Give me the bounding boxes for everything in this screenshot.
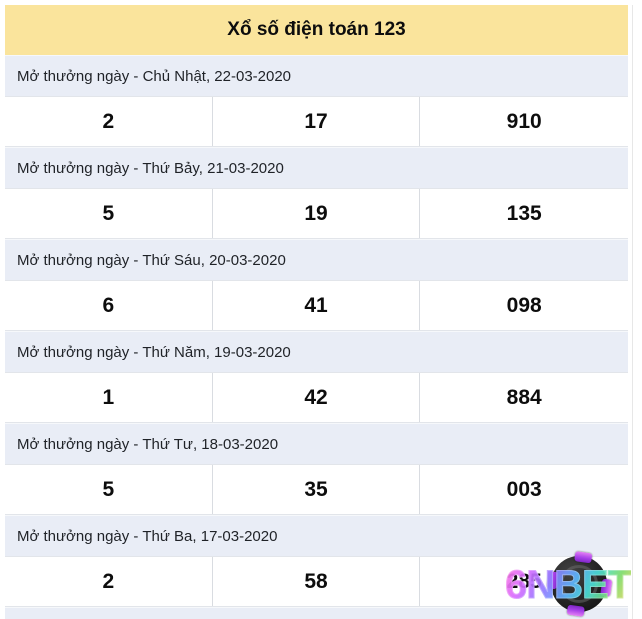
result-number-3digit: 910: [506, 109, 542, 133]
draw-date-label: Mở thưởng ngày - Chủ Nhật, 22-03-2020: [17, 67, 292, 85]
result-number-1digit: 5: [5, 465, 213, 514]
results-table: Xổ số điện toán 123 Mở thưởng ngày - Chủ…: [5, 5, 628, 619]
draw-date-row: Mở thưởng ngày - Chủ Nhật, 22-03-2020: [5, 55, 628, 96]
draw-date-row: Mở thưởng ngày - Thứ Sáu, 20-03-2020: [5, 239, 628, 280]
result-number-2digit: 41: [213, 281, 421, 330]
draw-date-row: Mở thưởng ngày - Thứ Tư, 18-03-2020: [5, 423, 628, 464]
result-number-2digit: 19: [213, 189, 421, 238]
draw-date-row: Mở thưởng ngày - Thứ Ba, 17-03-2020: [5, 515, 628, 556]
draw-result-row: 1 42 884: [5, 372, 628, 423]
result-number-3digit: 098: [506, 293, 542, 317]
container-right-border: [632, 5, 633, 619]
result-number-2digit: 58: [213, 557, 421, 606]
table-header: Xổ số điện toán 123: [5, 5, 628, 55]
result-number-3digit: 285: [506, 569, 542, 593]
draw-date-label: Mở thưởng ngày - Thứ Năm, 19-03-2020: [17, 343, 291, 361]
draw-result-row: 2 58 285: [5, 556, 628, 607]
draw-date-label: Mở thưởng ngày - Thứ Bảy, 21-03-2020: [17, 159, 284, 177]
result-number-2digit: 42: [213, 373, 421, 422]
page-title: Xổ số điện toán 123: [227, 19, 406, 40]
result-number-1digit: 2: [5, 97, 213, 146]
result-number-1digit: 5: [5, 189, 213, 238]
result-number-1digit: 2: [5, 557, 213, 606]
draw-date-label: Mở thưởng ngày - Thứ Tư, 18-03-2020: [17, 435, 279, 453]
draw-result-row: 2 17 910: [5, 96, 628, 147]
next-date-row-clipped: [5, 607, 628, 619]
draw-date-row: Mở thưởng ngày - Thứ Năm, 19-03-2020: [5, 331, 628, 372]
result-number-3digit: 135: [506, 201, 542, 225]
result-number-3digit: 003: [506, 477, 542, 501]
draw-result-row: 5 19 135: [5, 188, 628, 239]
draw-date-label: Mở thưởng ngày - Thứ Ba, 17-03-2020: [17, 527, 278, 545]
draw-result-row: 5 35 003: [5, 464, 628, 515]
draw-date-row: Mở thưởng ngày - Thứ Bảy, 21-03-2020: [5, 147, 628, 188]
result-number-2digit: 17: [213, 97, 421, 146]
draw-date-label: Mở thưởng ngày - Thứ Sáu, 20-03-2020: [17, 251, 286, 269]
draw-result-row: 6 41 098: [5, 280, 628, 331]
result-number-3digit: 884: [506, 385, 542, 409]
result-number-2digit: 35: [213, 465, 421, 514]
result-number-1digit: 6: [5, 281, 213, 330]
result-number-1digit: 1: [5, 373, 213, 422]
